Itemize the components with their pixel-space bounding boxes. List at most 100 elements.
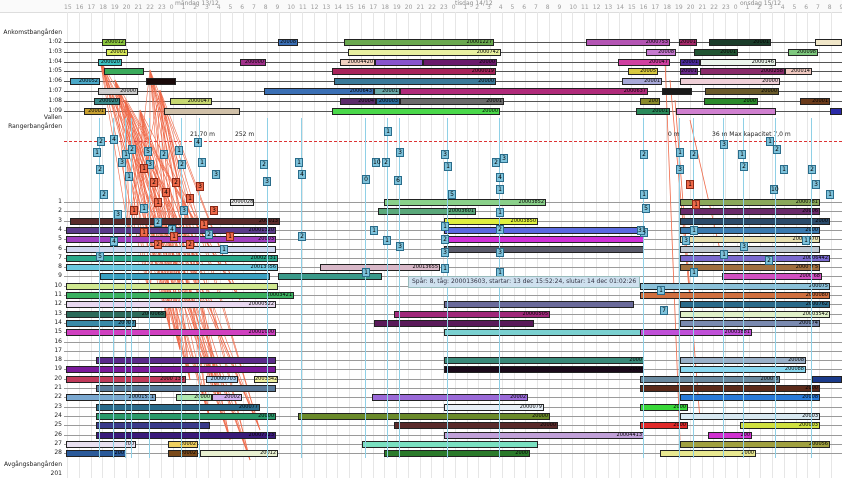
sorting-train-bar[interactable]: 2000 (660, 450, 756, 458)
sorting-train-bar[interactable]: 2000 (640, 422, 688, 430)
arrival-train-bar[interactable]: 20001 (680, 58, 700, 66)
car-marker[interactable]: 31 (637, 226, 646, 235)
sorting-train-bar[interactable]: 20000505 (394, 310, 550, 318)
car-marker[interactable]: 1 (766, 137, 774, 146)
car-marker[interactable]: 3 (118, 158, 126, 167)
arrival-train-bar[interactable]: 20000 (332, 107, 500, 115)
sorting-train-bar[interactable]: 200 (66, 440, 136, 448)
car-marker[interactable]: 3 (114, 210, 122, 219)
arrival-train-bar[interactable]: 2000019 (332, 68, 496, 76)
selected-car-marker[interactable]: 1 (170, 232, 178, 241)
arrival-train-bar[interactable]: 200003 (376, 97, 400, 105)
sorting-train-bar[interactable]: 20002 (372, 394, 528, 402)
arrival-train-bar[interactable]: 20004420 (340, 58, 375, 66)
car-marker[interactable]: 1 (826, 190, 834, 199)
sorting-train-bar[interactable]: 20001000 (66, 329, 276, 337)
sorting-train-bar[interactable]: 2000 (384, 450, 530, 458)
car-marker[interactable]: 2 (773, 145, 781, 154)
arrival-train-bar[interactable]: 2000258 (700, 68, 785, 76)
arrival-train-bar[interactable]: 20008 (646, 48, 676, 56)
arrival-train-bar[interactable]: 20001 (400, 97, 504, 105)
car-marker[interactable]: 1 (370, 226, 378, 235)
sorting-train-bar[interactable]: 20013656 (66, 264, 278, 272)
arrival-train-bar[interactable] (104, 68, 144, 76)
arrival-train-bar[interactable] (815, 39, 842, 46)
sorting-train-bar[interactable]: 2000 (640, 385, 820, 392)
car-marker[interactable]: 1 (384, 127, 392, 136)
car-marker[interactable]: 1 (640, 190, 648, 199)
sorting-train-bar[interactable]: 2000 68 (722, 273, 822, 281)
car-marker[interactable]: 4 (496, 173, 504, 182)
sorting-train-bar[interactable] (812, 375, 842, 383)
car-marker[interactable]: 2 (492, 158, 500, 167)
sorting-train-bar[interactable]: 20002 (168, 440, 198, 448)
sorting-train-bar[interactable]: 20013655 (320, 264, 440, 272)
car-marker[interactable]: 3 (682, 236, 690, 245)
arrival-train-bar[interactable] (164, 107, 240, 115)
selected-car-marker[interactable]: 2 (150, 178, 158, 187)
car-marker[interactable]: 2 (160, 150, 168, 159)
car-marker[interactable]: 3 (212, 170, 220, 179)
car-marker[interactable]: 3 (720, 140, 728, 149)
car-marker[interactable]: 2 (441, 235, 449, 244)
arrival-train-bar[interactable] (830, 107, 842, 115)
arrival-train-bar[interactable]: 2000643 (264, 88, 374, 95)
selected-car-marker[interactable]: 2 (172, 178, 180, 187)
arrival-train-bar[interactable]: 20004 (340, 97, 376, 105)
selected-car-marker[interactable]: 1 (686, 180, 694, 189)
car-marker[interactable]: 3 (740, 242, 748, 251)
car-marker[interactable]: 3 (441, 248, 449, 257)
car-marker[interactable]: 2 (96, 165, 104, 174)
car-marker[interactable]: 3 (496, 248, 504, 257)
sorting-train-bar[interactable]: 20000703 (206, 375, 238, 383)
arrival-train-bar[interactable]: 200020 (94, 97, 120, 105)
car-marker[interactable]: 1 (198, 158, 206, 167)
sorting-train-bar[interactable] (444, 226, 644, 234)
car-marker[interactable]: 1 (444, 162, 452, 171)
selected-car-marker[interactable]: 1 (692, 200, 700, 209)
car-marker[interactable]: 5 (144, 147, 152, 156)
car-marker[interactable]: 2 (128, 145, 136, 154)
selected-car-marker[interactable]: 1 (226, 232, 234, 241)
sorting-train-bar[interactable]: 20007723 (96, 431, 276, 439)
sorting-train-bar[interactable]: 2000079 (444, 403, 544, 411)
sorting-train-bar[interactable]: 2000 9 5 (680, 264, 820, 272)
sorting-train-bar[interactable] (96, 422, 210, 430)
sorting-train-bar[interactable]: 20000 (66, 319, 136, 327)
car-marker[interactable]: 2 (298, 232, 306, 241)
arrival-train-bar[interactable]: 2000146 (700, 58, 776, 66)
sorting-train-bar[interactable]: 200056 (680, 440, 830, 448)
arrival-train-bar[interactable]: 20001227 (344, 39, 494, 46)
selected-car-marker[interactable]: 3 (210, 206, 218, 215)
sorting-train-bar[interactable] (680, 245, 820, 253)
sorting-train-bar[interactable]: 20003850 (444, 217, 538, 225)
sorting-train-bar[interactable]: 20000 (298, 412, 550, 420)
car-marker[interactable]: 1 (676, 148, 684, 157)
sorting-train-bar[interactable]: 200 (708, 431, 752, 439)
arrival-train-bar[interactable]: 20000 (334, 78, 496, 86)
car-marker[interactable]: 5 (642, 204, 650, 213)
arrival-train-bar[interactable]: 20001 (636, 107, 670, 115)
sorting-train-bar[interactable]: 20001511 (66, 394, 156, 402)
sorting-train-bar[interactable] (96, 357, 276, 365)
sorting-train-bar[interactable]: 2000 (680, 217, 830, 225)
car-marker[interactable]: 1 (175, 146, 183, 155)
arrival-train-bar[interactable]: 200020 (98, 58, 122, 66)
sorting-train-bar[interactable]: 20003 (680, 412, 820, 420)
sorting-train-bar[interactable]: 2000080 (640, 292, 830, 299)
car-marker[interactable]: 1 (690, 226, 698, 235)
selected-car-marker[interactable]: 3 (196, 182, 204, 191)
sorting-train-bar[interactable]: 20002231 (66, 254, 278, 262)
car-marker[interactable]: 1 (220, 245, 228, 254)
sorting-train-bar[interactable]: 2000 (680, 226, 820, 234)
sorting-train-bar[interactable]: 20000 (176, 394, 212, 402)
car-marker[interactable]: 4 (194, 138, 202, 147)
arrival-train-bar[interactable]: 200014 (785, 68, 812, 76)
sorting-train-bar[interactable] (66, 366, 276, 374)
car-marker[interactable]: 1 (690, 268, 698, 277)
sorting-train-bar[interactable]: 20006442 (680, 254, 830, 262)
car-marker[interactable]: 2 (496, 225, 504, 234)
sorting-train-bar[interactable]: 20003852 (384, 199, 546, 206)
car-marker[interactable]: 2 (740, 162, 748, 171)
car-marker[interactable]: 1 (93, 148, 101, 157)
